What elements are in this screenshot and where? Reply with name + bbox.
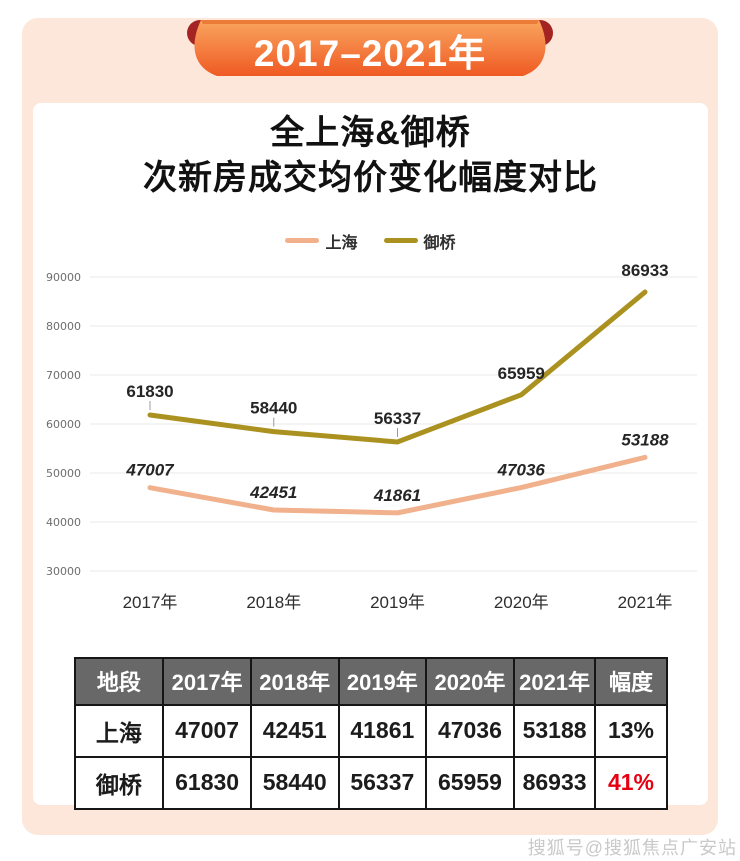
legend-label-yuqiao: 御桥 (423, 234, 456, 252)
table-cell: 65959 (425, 755, 515, 810)
chart-legend: 上海 御桥 (33, 229, 708, 253)
y-axis-tick: 70000 (46, 369, 81, 382)
x-axis-tick: 2018年 (246, 593, 301, 612)
legend-item-yuqiao: 御桥 (383, 229, 456, 253)
table-cell: 41861 (337, 703, 428, 758)
data-label: 42451 (249, 483, 297, 502)
row-label-cell: 御桥 (73, 755, 165, 810)
legend-item-shanghai: 上海 (285, 229, 358, 253)
y-axis-tick: 30000 (46, 565, 81, 578)
shanghai-line-swatch-icon (285, 238, 320, 244)
legend-label-shanghai: 上海 (325, 234, 358, 252)
y-axis-tick: 40000 (46, 516, 81, 529)
row-label-cell: 上海 (73, 703, 165, 758)
title-line-2: 次新房成交均价变化幅度对比 (143, 158, 598, 197)
year-range-label: 2017–2021年 (253, 33, 487, 74)
ribbon-shape-icon (187, 20, 553, 76)
data-label: 65959 (498, 364, 545, 383)
x-axis-tick: 2017年 (123, 593, 178, 612)
data-label: 56337 (374, 409, 421, 428)
table-cell: 86933 (512, 755, 597, 810)
page-title: 全上海&御桥 次新房成交均价变化幅度对比 (33, 103, 708, 201)
table-header-cell: 2018年 (249, 656, 340, 706)
table-header-row: 地段 2017年 2018年 2019年 2020年 2021年 幅度 (73, 656, 668, 706)
table-cell: 41% (594, 755, 668, 810)
y-axis-tick: 90000 (46, 271, 81, 284)
table-header-cell: 幅度 (594, 656, 668, 706)
panel-inner: 全上海&御桥 次新房成交均价变化幅度对比 上海 御桥 90000 80000 700… (22, 18, 718, 835)
table-cell: 61830 (162, 755, 252, 810)
watermark: 搜狐号@搜狐焦点广安站 (527, 838, 737, 858)
series-line-御桥 (147, 289, 648, 445)
table-header-cell: 2019年 (337, 656, 428, 706)
table-cell: 47036 (425, 703, 515, 758)
table-header-cell: 2017年 (162, 656, 252, 706)
x-axis-tick: 2019年 (370, 593, 425, 612)
table-header-cell: 2020年 (425, 656, 515, 706)
table-row: 上海 47007 42451 41861 47036 53188 13% (73, 703, 668, 758)
year-range-ribbon: 2017–2021年 (185, 14, 555, 80)
title-line-1: 全上海&御桥 (270, 114, 471, 152)
data-label: 58440 (250, 398, 297, 417)
content-card: 全上海&御桥 次新房成交均价变化幅度对比 上海 御桥 90000 80000 700… (33, 103, 708, 810)
table-header-cell: 2021年 (512, 656, 597, 706)
table-cell: 47007 (162, 703, 252, 758)
table-cell: 42451 (249, 703, 340, 758)
table-row: 御桥 61830 58440 56337 65959 86933 41% (73, 755, 668, 810)
data-label: 53188 (621, 430, 669, 449)
line-chart: 90000 80000 70000 60000 50000 40000 30000 2017年… (46, 261, 697, 612)
x-axis-tick: 2021年 (618, 593, 673, 612)
series-line-上海 (147, 454, 648, 516)
table-cell: 53188 (512, 703, 597, 758)
y-axis-tick: 80000 (46, 320, 81, 333)
y-axis-tick: 60000 (46, 418, 81, 431)
table-cell: 13% (594, 703, 668, 758)
table-header-cell: 地段 (73, 656, 165, 706)
data-label: 47007 (125, 460, 175, 479)
data-label: 41861 (373, 486, 421, 505)
y-axis-tick: 50000 (46, 467, 81, 480)
yuqiao-line-swatch-icon (383, 238, 418, 244)
data-label: 47036 (497, 460, 546, 479)
table-cell: 56337 (337, 755, 428, 810)
data-label: 61830 (126, 382, 173, 401)
comparison-table: 地段 2017年 2018年 2019年 2020年 2021年 幅度 上海 47007 424… (73, 656, 668, 810)
table-cell: 58440 (249, 755, 340, 810)
data-label: 86933 (621, 261, 668, 280)
x-axis-tick: 2020年 (494, 593, 549, 612)
